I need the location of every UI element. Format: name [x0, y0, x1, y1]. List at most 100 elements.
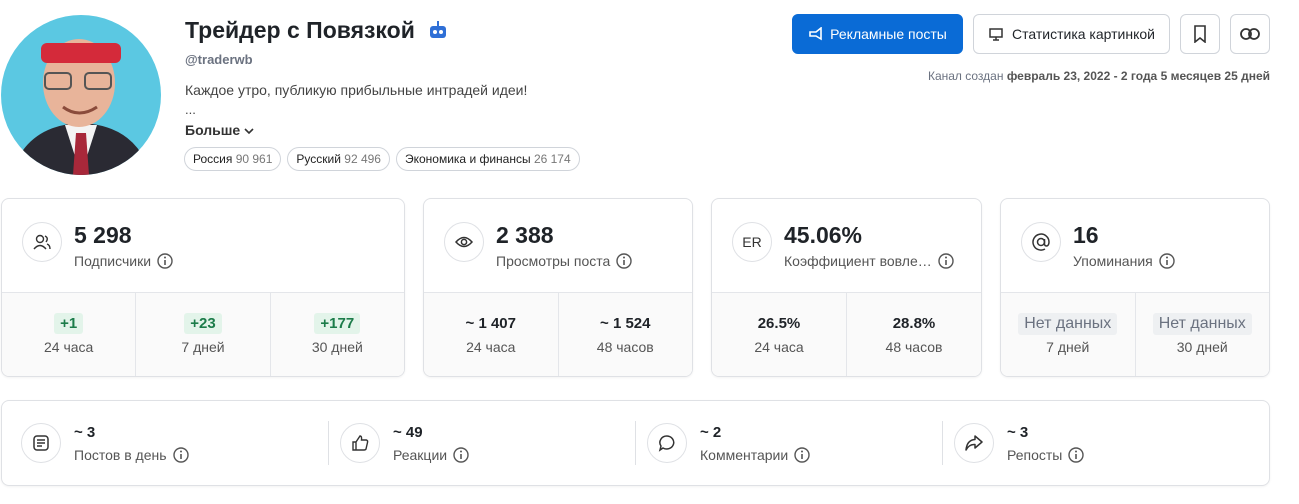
megaphone-icon — [809, 27, 822, 41]
link-icon — [1240, 28, 1260, 40]
activity-label: Реакции — [393, 447, 469, 466]
card-value: 5 298 — [74, 222, 132, 248]
board-icon — [989, 28, 1003, 41]
stats-button[interactable]: Статистика картинкой — [973, 14, 1170, 54]
period-label: 7 дней — [181, 339, 225, 355]
stat-card: 2 388 Просмотры поста ~ 1 407 24 часа ~ 1 52… — [423, 198, 693, 377]
period: ~ 1 524 48 часов — [557, 293, 693, 376]
tag-list: Россия 90 961 Русский 92 496 Экономика и ф… — [184, 147, 586, 171]
stats-text: Статистика картинкой — [1012, 26, 1155, 42]
avatar — [1, 15, 161, 175]
info-icon[interactable] — [616, 253, 632, 272]
card-label-text: Коэффициент вовле… — [784, 253, 932, 269]
divider — [328, 421, 329, 465]
more-text: Больше — [185, 122, 241, 138]
period: 26.5% 24 часа — [712, 293, 846, 376]
info-icon[interactable] — [453, 447, 469, 466]
tag[interactable]: Россия 90 961 — [184, 147, 282, 171]
card-icon: ER — [732, 222, 772, 262]
card-periods: 26.5% 24 часа 28.8% 48 часов — [712, 292, 981, 376]
stat-card: 5 298 Подписчики +1 24 часа +23 7 дней +177 30 … — [1, 198, 405, 377]
period-value: +177 — [314, 313, 361, 334]
period: Нет данных 7 дней — [1001, 293, 1135, 376]
card-value: 2 388 — [496, 222, 554, 248]
card-label: Просмотры поста — [496, 253, 632, 272]
bookmark-button[interactable] — [1180, 14, 1220, 54]
stat-card: 16 Упоминания Нет данных 7 дней Нет данных 30… — [1000, 198, 1270, 377]
period-value: ~ 1 524 — [600, 315, 651, 332]
activity-icon — [647, 423, 687, 463]
period-label: 7 дней — [1046, 339, 1090, 355]
card-label-text: Подписчики — [74, 253, 152, 269]
info-icon[interactable] — [157, 253, 173, 272]
created-value: февраль 23, 2022 - 2 года 5 месяцев 25 д… — [1006, 69, 1270, 83]
ads-text: Рекламные посты — [830, 26, 947, 42]
tag-count: 90 961 — [235, 152, 273, 166]
bot-icon — [430, 21, 447, 38]
period-value: 28.8% — [892, 315, 936, 332]
tag-count: 92 496 — [344, 152, 381, 166]
period-value: +23 — [184, 313, 222, 334]
activity-label: Комментарии — [700, 447, 810, 466]
activity-icon — [21, 423, 61, 463]
ellipsis: ... — [185, 102, 196, 117]
card-value: 16 — [1073, 222, 1099, 248]
info-icon[interactable] — [794, 447, 810, 466]
tag-name: Россия — [193, 152, 233, 166]
activity-value: ~ 49 — [393, 424, 423, 441]
handle: @traderwb — [185, 52, 253, 67]
bookmark-icon — [1194, 25, 1206, 43]
activity-icon — [954, 423, 994, 463]
card-label: Упоминания — [1073, 253, 1175, 272]
period: +1 24 часа — [2, 293, 135, 376]
tag[interactable]: Экономика и финансы 26 174 — [395, 147, 580, 171]
activity-panel: ~ 3 Постов в день ~ 49 Реакции ~ 2 Комментари… — [1, 400, 1270, 486]
tag-name: Русский — [296, 152, 341, 166]
card-icon — [22, 222, 62, 262]
period-value: 26.5% — [757, 315, 801, 332]
activity-label-text: Комментарии — [700, 447, 789, 463]
info-icon[interactable] — [1159, 253, 1175, 272]
activity-label-text: Постов в день — [74, 447, 167, 463]
info-icon[interactable] — [938, 253, 954, 272]
activity-label-text: Репосты — [1007, 447, 1063, 463]
period: +177 30 дней — [269, 293, 404, 376]
info-icon[interactable] — [1068, 447, 1085, 466]
title-text: Трейдер с Повязкой — [185, 17, 415, 43]
created-label: Канал создан — [927, 69, 1004, 83]
period-value: +1 — [54, 313, 84, 334]
info-icon[interactable] — [172, 447, 189, 466]
activity-label-text: Реакции — [393, 447, 448, 463]
created-info: Канал создан февраль 23, 2022 - 2 года 5… — [928, 69, 1270, 83]
stat-card: ER 45.06% Коэффициент вовле… 26.5% 24 часа 28… — [711, 198, 982, 377]
period-value: ~ 1 407 — [465, 315, 516, 332]
card-periods: ~ 1 407 24 часа ~ 1 524 48 часов — [424, 292, 692, 376]
period-label: 48 часов — [596, 339, 654, 355]
period: 28.8% 48 часов — [846, 293, 981, 376]
tag[interactable]: Русский 92 496 — [287, 147, 390, 171]
tag-name: Экономика и финансы — [404, 152, 531, 166]
activity-value: ~ 3 — [1007, 424, 1029, 441]
card-label-text: Просмотры поста — [496, 253, 611, 269]
period-value: Нет данных — [1018, 313, 1118, 335]
divider — [942, 421, 943, 465]
activity-label: Постов в день — [74, 447, 189, 466]
channel-title: Трейдер с Повязкой — [185, 17, 449, 44]
ads-button[interactable]: Рекламные посты — [792, 14, 963, 54]
period-label: 30 дней — [1176, 339, 1228, 355]
period: Нет данных 30 дней — [1134, 293, 1270, 376]
period-label: 30 дней — [311, 339, 363, 355]
period-value: Нет данных — [1152, 313, 1252, 335]
more-link[interactable]: Больше — [185, 122, 254, 138]
period: +23 7 дней — [135, 293, 269, 376]
activity-icon — [340, 423, 380, 463]
period-label: 24 часа — [466, 339, 516, 355]
period-label: 24 часа — [44, 339, 94, 355]
period-label: 48 часов — [885, 339, 943, 355]
card-periods: +1 24 часа +23 7 дней +177 30 дней — [2, 292, 404, 376]
card-icon — [444, 222, 484, 262]
card-label: Подписчики — [74, 253, 173, 272]
card-label-text: Упоминания — [1073, 253, 1153, 269]
link-button[interactable] — [1230, 14, 1270, 54]
